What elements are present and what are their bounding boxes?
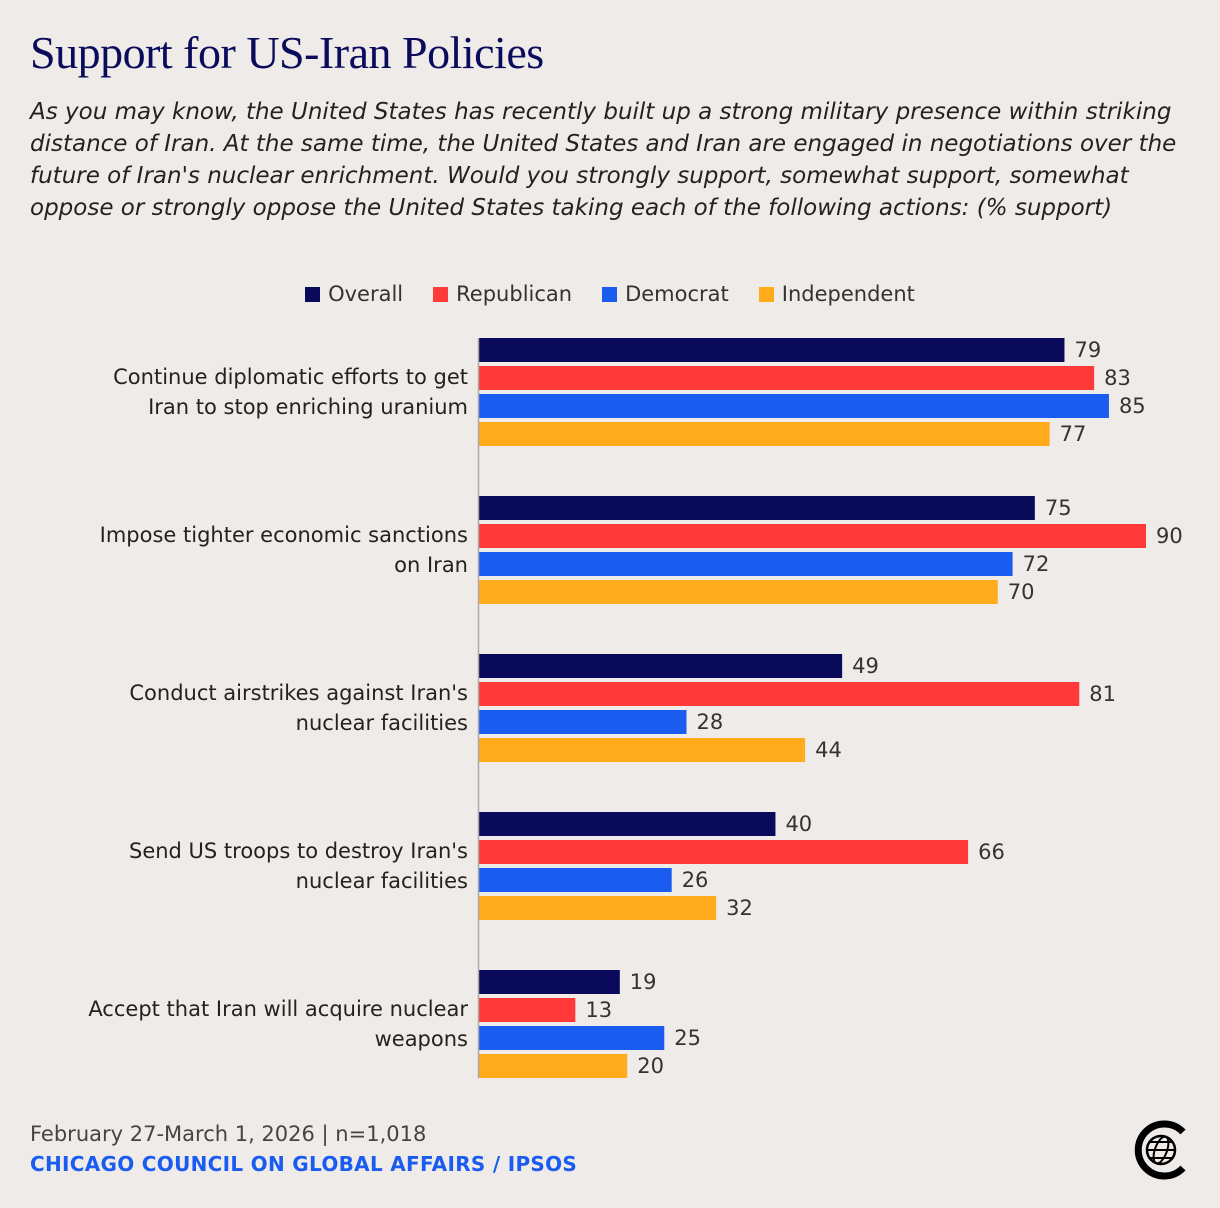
bar-overall: [479, 970, 620, 994]
bar-democrat: [479, 1026, 665, 1050]
category-label: nuclear facilities: [296, 869, 468, 893]
data-label: 26: [682, 868, 709, 892]
data-label: 28: [697, 710, 724, 734]
category-label: on Iran: [394, 553, 468, 577]
category-label: Conduct airstrikes against Iran's: [129, 681, 468, 705]
chart-subtitle: As you may know, the United States has r…: [30, 99, 1177, 221]
data-label: 83: [1104, 366, 1131, 390]
bar-republican: [479, 366, 1095, 390]
bar-overall: [479, 338, 1065, 362]
data-label: 40: [785, 812, 812, 836]
data-label: 25: [674, 1026, 701, 1050]
legend-label: Independent: [781, 282, 915, 306]
category-label: Impose tighter economic sanctions: [100, 523, 468, 547]
category-label: nuclear facilities: [296, 711, 468, 735]
data-label: 75: [1045, 496, 1072, 520]
legend-label: Republican: [456, 282, 573, 306]
data-label: 77: [1060, 422, 1087, 446]
category-label: Send US troops to destroy Iran's: [129, 839, 468, 863]
bar-independent: [479, 422, 1050, 446]
category-label: Accept that Iran will acquire nuclear: [88, 997, 468, 1021]
bar-democrat: [479, 868, 672, 892]
bar-republican: [479, 682, 1080, 706]
data-label: 13: [585, 998, 612, 1022]
bar-democrat: [479, 552, 1013, 576]
data-label: 90: [1156, 524, 1183, 548]
bar-independent: [479, 738, 806, 762]
footer-date-sample: February 27-March 1, 2026 | n=1,018: [30, 1122, 427, 1146]
bar-republican: [479, 998, 576, 1022]
legend-swatch: [602, 286, 618, 302]
data-label: 49: [852, 654, 879, 678]
data-label: 19: [630, 970, 657, 994]
legend-swatch: [305, 286, 321, 302]
legend-label: Democrat: [625, 282, 729, 306]
category-label: Iran to stop enriching uranium: [148, 395, 468, 419]
chart-title: Support for US-Iran Policies: [30, 27, 544, 78]
footer-source: CHICAGO COUNCIL ON GLOBAL AFFAIRS / IPSO…: [30, 1152, 578, 1176]
data-label: 70: [1008, 580, 1035, 604]
bar-independent: [479, 580, 998, 604]
legend-item-independent: Independent: [758, 282, 915, 306]
bar-independent: [479, 896, 717, 920]
bar-republican: [479, 524, 1146, 548]
bar-overall: [479, 654, 843, 678]
bar-republican: [479, 840, 969, 864]
legend-item-democrat: Democrat: [602, 282, 729, 306]
legend-swatch: [758, 286, 774, 302]
legend-item-republican: Republican: [433, 282, 572, 306]
data-label: 20: [637, 1054, 664, 1078]
data-label: 85: [1119, 394, 1146, 418]
data-label: 81: [1089, 682, 1116, 706]
bar-overall: [479, 496, 1035, 520]
bar-democrat: [479, 710, 687, 734]
data-label: 44: [815, 738, 842, 762]
category-label: Continue diplomatic efforts to get: [113, 365, 468, 389]
bar-overall: [479, 812, 776, 836]
legend-swatch: [433, 286, 449, 302]
data-label: 72: [1023, 552, 1050, 576]
data-label: 79: [1074, 338, 1101, 362]
data-label: 32: [726, 896, 753, 920]
category-label: weapons: [375, 1027, 468, 1051]
data-label: 66: [978, 840, 1005, 864]
legend-label: Overall: [328, 282, 404, 306]
bar-chart: Continue diplomatic efforts to get Iran t…: [88, 338, 1183, 1078]
legend: Overall Republican Democrat Independent: [0, 282, 1220, 306]
bar-independent: [479, 1054, 628, 1078]
legend-item-overall: Overall: [305, 282, 403, 306]
bar-democrat: [479, 394, 1109, 418]
globe-c-logo-icon: [1134, 1120, 1186, 1180]
